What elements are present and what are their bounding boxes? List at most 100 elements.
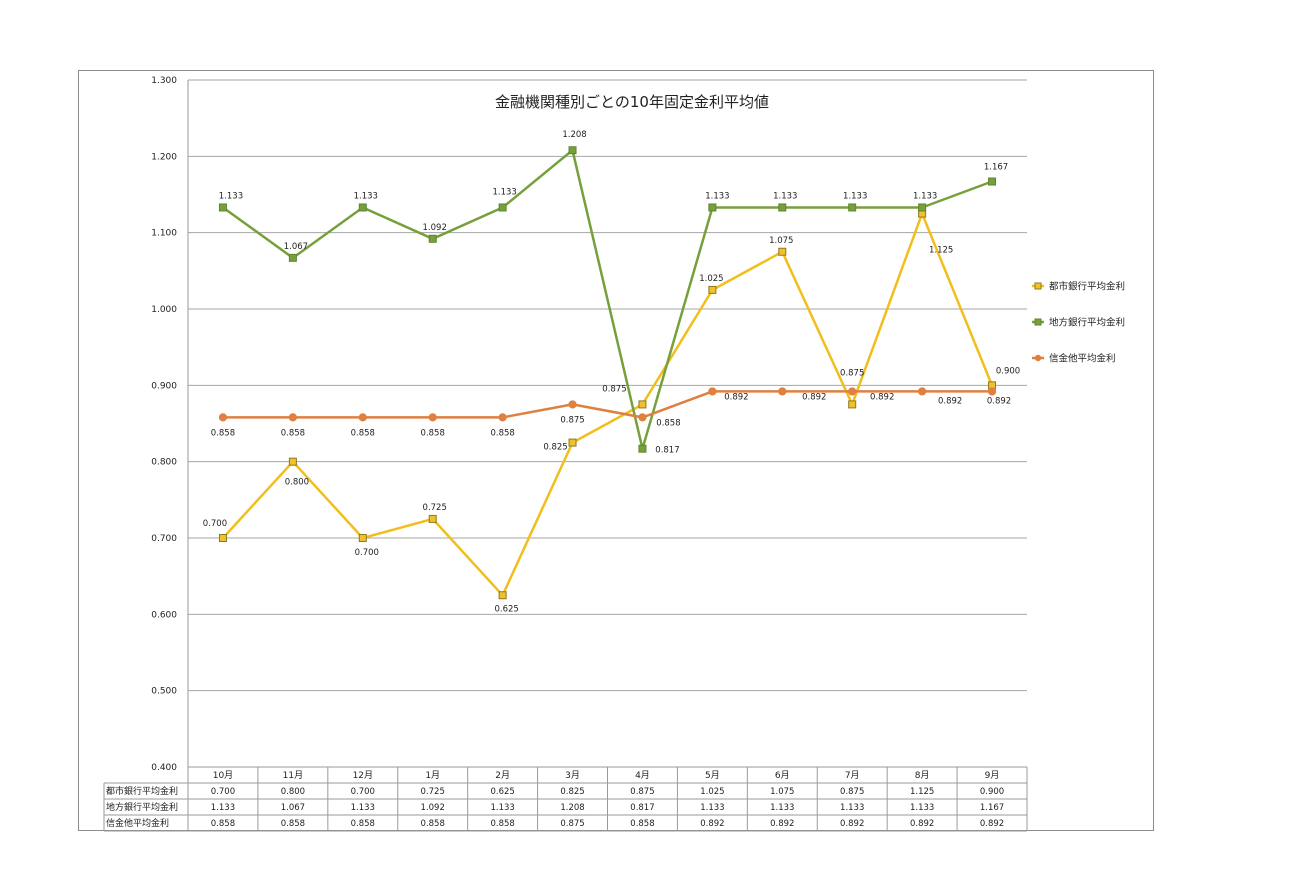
table-cell: 0.858 — [421, 819, 445, 829]
x-tick-label: 11月 — [283, 770, 303, 781]
data-point — [568, 400, 577, 409]
data-point — [987, 387, 997, 396]
data-label: 1.167 — [984, 163, 1008, 173]
x-tick-label: 12月 — [353, 770, 373, 781]
data-point — [918, 203, 927, 212]
series-line — [223, 390, 992, 419]
data-point — [358, 413, 367, 422]
data-point — [708, 285, 717, 294]
table-cell: 1.025 — [700, 787, 724, 797]
data-point — [498, 203, 507, 212]
data-point — [778, 203, 787, 212]
y-tick-label: 1.200 — [151, 152, 177, 162]
table-cell: 1.133 — [910, 803, 934, 813]
data-point — [428, 413, 437, 422]
x-tick-label: 9月 — [985, 770, 1000, 781]
data-label: 0.817 — [655, 446, 679, 456]
table-cell: 1.067 — [281, 803, 305, 813]
data-point — [848, 203, 857, 212]
data-point — [708, 203, 717, 212]
data-point — [218, 413, 228, 422]
data-label: 0.858 — [490, 428, 514, 438]
table-cell: 1.133 — [211, 803, 235, 813]
table-cell: 1.133 — [700, 803, 724, 813]
table-cell: 0.875 — [560, 819, 584, 829]
data-label: 0.858 — [351, 428, 375, 438]
legend-marker — [1034, 354, 1042, 362]
table-cell: 0.892 — [910, 819, 934, 829]
data-label: 1.133 — [492, 187, 516, 197]
table-cell: 0.858 — [351, 819, 375, 829]
data-point — [638, 444, 647, 453]
legend-marker — [1034, 318, 1042, 326]
y-tick-label: 0.400 — [151, 763, 177, 773]
y-tick-label: 1.300 — [151, 76, 177, 86]
data-label: 0.858 — [421, 428, 445, 438]
data-label: 0.858 — [656, 418, 680, 428]
table-cell: 1.075 — [770, 787, 794, 797]
table-cell: 0.625 — [490, 787, 514, 797]
table-cell: 0.800 — [281, 787, 305, 797]
y-tick-label: 0.800 — [151, 458, 177, 468]
data-point — [358, 534, 367, 542]
x-tick-label: 6月 — [775, 770, 790, 781]
data-label: 1.025 — [699, 274, 723, 284]
y-tick-label: 0.900 — [151, 381, 177, 391]
x-tick-label: 3月 — [565, 770, 580, 781]
table-cell: 0.875 — [840, 787, 864, 797]
x-tick-label: 7月 — [845, 770, 860, 781]
table-row-label: 信金他平均金利 — [106, 817, 169, 829]
data-label: 0.725 — [423, 503, 447, 513]
table-cell: 1.208 — [560, 803, 584, 813]
data-label: 0.900 — [996, 366, 1020, 376]
legend-label: 都市銀行平均金利 — [1049, 281, 1125, 293]
data-label: 0.858 — [281, 428, 305, 438]
data-point — [498, 591, 507, 600]
table-cell: 0.875 — [630, 787, 654, 797]
table-cell: 0.817 — [630, 803, 654, 813]
data-point — [288, 413, 297, 422]
table-cell: 0.858 — [630, 819, 654, 829]
legend-marker — [1034, 282, 1042, 290]
x-tick-label: 1月 — [425, 770, 440, 781]
data-point — [638, 413, 647, 422]
table-row-label: 都市銀行平均金利 — [106, 785, 178, 797]
data-point — [988, 177, 997, 186]
y-tick-label: 0.500 — [151, 687, 177, 697]
data-point — [778, 247, 787, 256]
table-cell: 0.825 — [560, 787, 584, 797]
data-point — [568, 438, 577, 447]
data-label: 1.092 — [423, 223, 447, 233]
table-cell: 1.133 — [351, 803, 375, 813]
series-line — [222, 212, 994, 597]
data-label: 0.892 — [724, 392, 748, 402]
data-point — [288, 253, 297, 262]
data-label: 0.800 — [285, 478, 309, 488]
table-cell: 0.700 — [351, 787, 375, 797]
table-cell: 0.725 — [421, 787, 445, 797]
data-point — [428, 234, 437, 243]
data-point — [638, 400, 647, 409]
data-label: 1.133 — [843, 191, 867, 201]
legend-label: 地方銀行平均金利 — [1049, 317, 1125, 329]
table-cell: 1.167 — [980, 803, 1004, 813]
y-tick-label: 1.000 — [151, 305, 177, 315]
data-label: 0.700 — [355, 548, 379, 558]
table-cell: 0.858 — [490, 819, 514, 829]
x-tick-label: 8月 — [915, 770, 930, 781]
data-label: 0.825 — [543, 443, 567, 453]
table-cell: 1.133 — [840, 803, 864, 813]
data-point — [918, 387, 927, 396]
x-tick-label: 10月 — [213, 770, 233, 781]
y-tick-label: 1.100 — [151, 229, 177, 239]
data-point — [848, 387, 857, 396]
data-label: 1.208 — [562, 130, 586, 140]
data-point — [498, 413, 507, 422]
data-label: 1.133 — [354, 191, 378, 201]
data-label: 0.892 — [987, 396, 1011, 406]
table-row-label: 地方銀行平均金利 — [106, 801, 178, 813]
legend-label: 信金他平均金利 — [1049, 353, 1116, 365]
data-point — [358, 203, 367, 212]
chart-title: 金融機関種別ごとの10年固定金利平均値 — [495, 93, 769, 111]
x-tick-label: 5月 — [705, 770, 720, 781]
